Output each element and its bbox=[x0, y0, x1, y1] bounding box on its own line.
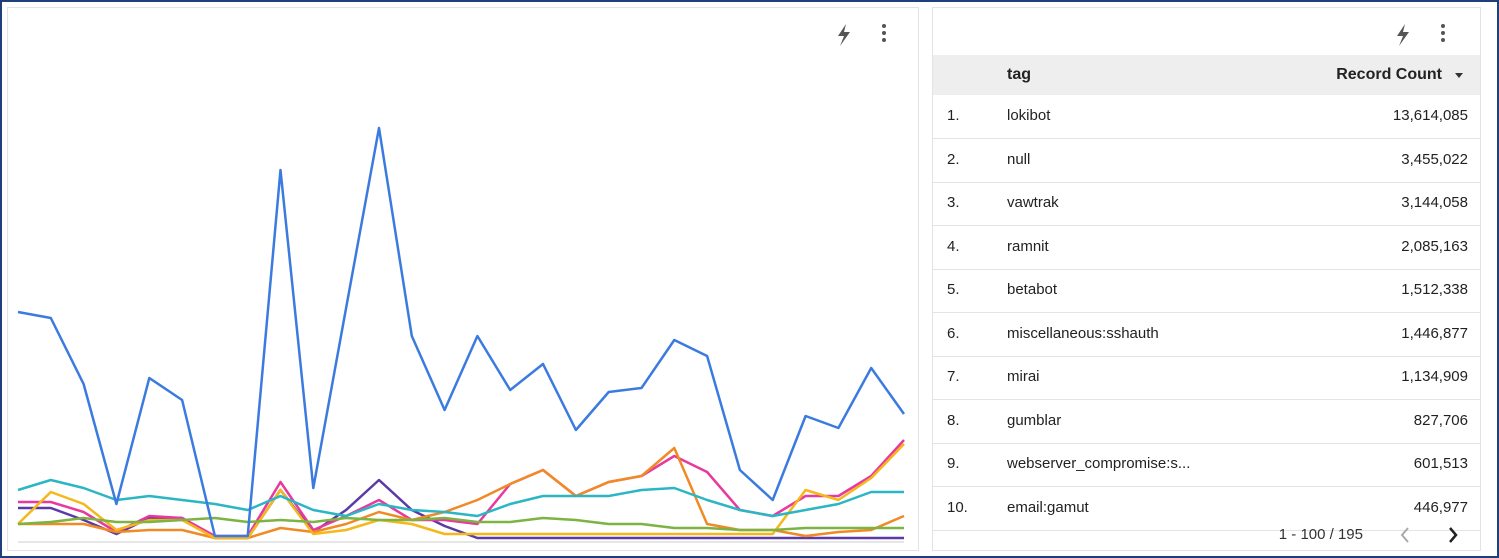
row-index: 4. bbox=[947, 237, 960, 255]
table-row[interactable]: 4. ramnit 2,085,163 bbox=[933, 226, 1480, 270]
series-line bbox=[17, 516, 904, 532]
sort-icon[interactable] bbox=[1454, 71, 1464, 81]
table-row[interactable]: 9. webserver_compromise:s... 601,513 bbox=[933, 443, 1480, 487]
row-index: 5. bbox=[947, 281, 960, 298]
table-toolbar bbox=[1397, 24, 1445, 46]
count-cell: 446,977 bbox=[1413, 498, 1468, 516]
row-index: 7. bbox=[947, 368, 960, 385]
prev-page[interactable] bbox=[1400, 527, 1409, 543]
series-line bbox=[17, 443, 905, 540]
row-index: 3. bbox=[947, 194, 960, 211]
series-line bbox=[17, 126, 906, 538]
menu-icon[interactable] bbox=[882, 24, 886, 28]
next-page[interactable] bbox=[1449, 527, 1458, 543]
row-index: 6. bbox=[947, 324, 960, 342]
count-cell: 13,614,085 bbox=[1392, 107, 1468, 124]
tag-cell: mirai bbox=[1007, 368, 1040, 385]
row-index: 1. bbox=[947, 107, 960, 124]
series-line bbox=[18, 446, 905, 540]
table-header: tag Record Count bbox=[933, 55, 1480, 95]
menu-icon[interactable] bbox=[1441, 31, 1445, 35]
count-cell: 1,512,338 bbox=[1401, 281, 1468, 298]
menu-icon[interactable] bbox=[1441, 38, 1445, 42]
row-index: 8. bbox=[947, 411, 960, 429]
tag-cell: email:gamut bbox=[1007, 498, 1089, 516]
tag-cell: lokibot bbox=[1007, 107, 1051, 124]
tag-cell: vawtrak bbox=[1007, 194, 1059, 211]
column-header[interactable]: tag bbox=[1007, 66, 1031, 83]
table-row[interactable]: 2. null 3,455,022 bbox=[933, 139, 1480, 183]
row-index: 2. bbox=[947, 150, 960, 168]
table-row[interactable]: 1. lokibot 13,614,085 bbox=[933, 95, 1480, 139]
column-header[interactable]: Record Count bbox=[1336, 66, 1442, 83]
count-cell: 827,706 bbox=[1413, 411, 1468, 429]
count-cell: 2,085,163 bbox=[1401, 237, 1468, 255]
count-cell: 1,134,909 bbox=[1401, 368, 1468, 385]
line-chart bbox=[17, 126, 906, 543]
table-row[interactable]: 6. miscellaneous:sshauth 1,446,877 bbox=[933, 313, 1480, 357]
tag-cell: gumblar bbox=[1007, 411, 1062, 429]
menu-icon[interactable] bbox=[1441, 24, 1445, 28]
menu-icon[interactable] bbox=[882, 31, 886, 35]
series-line bbox=[17, 478, 904, 518]
lightning-icon[interactable] bbox=[838, 24, 850, 46]
row-index: 10. bbox=[947, 498, 968, 516]
table-panel: tag Record Count 1. lokibot 13,614,085 2. nu… bbox=[933, 8, 1480, 550]
tag-cell: null bbox=[1007, 150, 1031, 168]
chart-toolbar bbox=[838, 24, 886, 46]
table-row[interactable]: 10. email:gamut 446,977 bbox=[933, 487, 1480, 531]
table-row[interactable]: 7. mirai 1,134,909 bbox=[933, 356, 1480, 400]
table-row[interactable]: 3. vawtrak 3,144,058 bbox=[933, 182, 1480, 226]
count-cell: 601,513 bbox=[1413, 455, 1468, 472]
tag-cell: ramnit bbox=[1007, 237, 1049, 255]
tag-cell: miscellaneous:sshauth bbox=[1007, 324, 1159, 342]
count-cell: 3,455,022 bbox=[1401, 150, 1468, 168]
row-index: 9. bbox=[947, 455, 960, 472]
count-cell: 1,446,877 bbox=[1401, 324, 1468, 342]
tag-cell: webserver_compromise:s... bbox=[1007, 455, 1191, 472]
table-row[interactable]: 5. betabot 1,512,338 bbox=[933, 269, 1480, 313]
table-row[interactable]: 8. gumblar 827,706 bbox=[933, 400, 1480, 444]
count-cell: 3,144,058 bbox=[1401, 194, 1468, 211]
menu-icon[interactable] bbox=[882, 38, 886, 42]
pagination-label: 1 - 100 / 195 bbox=[1278, 526, 1363, 543]
pagination-controls bbox=[1400, 527, 1458, 543]
chart-panel bbox=[8, 8, 918, 550]
lightning-icon[interactable] bbox=[1397, 24, 1409, 46]
tag-cell: betabot bbox=[1007, 281, 1058, 298]
